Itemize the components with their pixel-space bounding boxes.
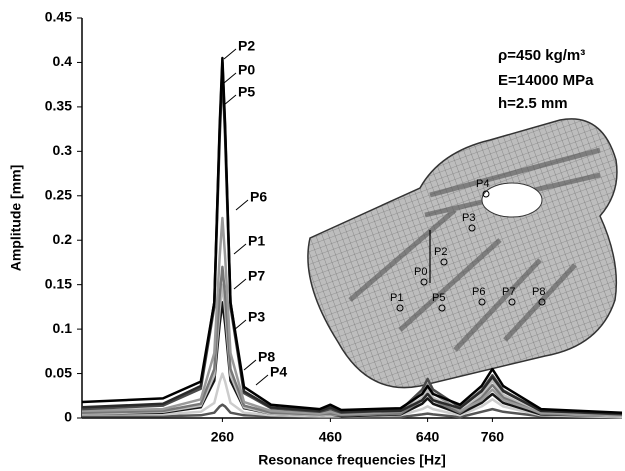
leader-line xyxy=(234,320,246,330)
x-tick-label: 460 xyxy=(319,429,343,445)
leader-line xyxy=(256,375,268,385)
annotation: E=14000 MPa xyxy=(498,72,594,89)
series-label: P5 xyxy=(238,84,255,100)
plate-label: P0 xyxy=(414,266,427,278)
leader-line xyxy=(224,95,236,105)
y-tick-label: 0.4 xyxy=(53,53,73,69)
series-label: P6 xyxy=(250,189,267,205)
series-label: P2 xyxy=(238,38,255,54)
series-label: P8 xyxy=(258,349,275,365)
plate-label: P1 xyxy=(390,292,403,304)
leader-line xyxy=(224,49,236,59)
y-tick-label: 0.1 xyxy=(53,320,73,336)
annotation: ρ=450 kg/m³ xyxy=(498,47,585,64)
y-tick-label: 0.25 xyxy=(45,186,72,202)
y-tick-label: 0 xyxy=(64,409,72,425)
plate-label: P4 xyxy=(476,178,489,190)
y-tick-label: 0.15 xyxy=(45,275,72,291)
series-label: P1 xyxy=(248,233,265,249)
y-tick-label: 0.05 xyxy=(45,364,72,380)
y-tick-label: 0.35 xyxy=(45,98,72,114)
chart: ρ=450 kg/m³ E=14000 MPa h=2.5 mm Amplitu… xyxy=(0,0,625,471)
plate-label: P5 xyxy=(432,292,445,304)
x-axis-label: Resonance frequencies [Hz] xyxy=(258,452,446,468)
series-label: P0 xyxy=(238,62,255,78)
annotation: h=2.5 mm xyxy=(498,95,568,112)
plate-label: P3 xyxy=(462,212,475,224)
plate-drawing xyxy=(308,119,617,388)
series-label: P7 xyxy=(248,268,265,284)
y-tick-label: 0.3 xyxy=(53,142,73,158)
plate-label: P7 xyxy=(502,286,515,298)
plate-label: P8 xyxy=(532,286,545,298)
y-tick-label: 0.45 xyxy=(45,9,72,25)
y-tick-label: 0.2 xyxy=(53,231,73,247)
x-tick-label: 640 xyxy=(416,429,440,445)
series-label: P4 xyxy=(270,364,287,380)
leader-line xyxy=(224,73,236,83)
plate-label: P2 xyxy=(434,246,447,258)
plate-label: P6 xyxy=(472,286,485,298)
leader-line xyxy=(234,279,246,289)
series-label: P3 xyxy=(248,309,265,325)
y-axis-label: Amplitude [mm] xyxy=(8,165,24,272)
leader-line xyxy=(244,360,256,370)
leader-line xyxy=(234,244,246,254)
x-tick-label: 760 xyxy=(481,429,505,445)
x-tick-label: 260 xyxy=(211,429,235,445)
leader-line xyxy=(236,200,248,210)
